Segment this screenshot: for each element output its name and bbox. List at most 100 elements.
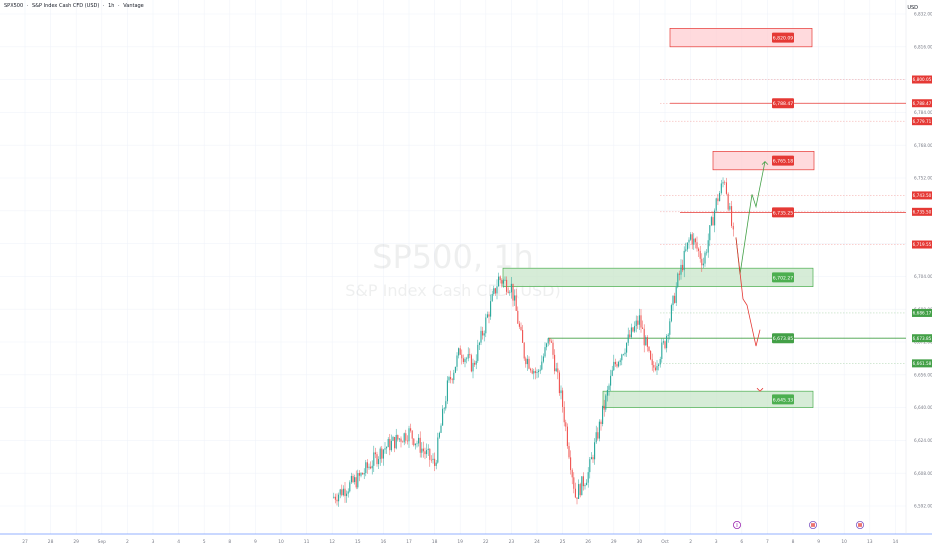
candle-body[interactable] [605,395,607,410]
candle-body[interactable] [610,375,612,386]
candle-body[interactable] [731,206,733,226]
candle-body[interactable] [648,346,650,352]
candle-body[interactable] [451,379,453,381]
candle-body[interactable] [634,326,636,332]
candle-body[interactable] [446,380,448,402]
candle-body[interactable] [574,488,576,498]
candle-body[interactable] [358,473,360,476]
candle-body[interactable] [403,433,405,443]
candle-body[interactable] [715,198,717,211]
candle-body[interactable] [397,434,399,440]
candle-body[interactable] [334,496,336,500]
candle-body[interactable] [664,341,666,349]
candle-body[interactable] [458,348,460,356]
candle-body[interactable] [669,321,671,335]
candle-body[interactable] [675,286,677,303]
candle-body[interactable] [427,448,429,451]
candle-body[interactable] [704,252,706,264]
candle-body[interactable] [530,368,532,371]
candle-body[interactable] [710,217,712,226]
candle-body[interactable] [382,449,384,459]
candle-body[interactable] [619,360,621,362]
candle-body[interactable] [517,310,519,324]
candle-body[interactable] [722,182,724,184]
candle-body[interactable] [531,370,533,374]
candle-body[interactable] [464,358,466,363]
candle-body[interactable] [638,315,640,325]
candle-body[interactable] [485,317,487,334]
candle-body[interactable] [360,472,362,476]
candle-body[interactable] [422,448,424,452]
candle-body[interactable] [729,206,731,210]
candle-body[interactable] [520,326,522,331]
candle-body[interactable] [406,440,408,442]
candle-body[interactable] [450,377,452,380]
candle-body[interactable] [515,295,517,311]
candle-body[interactable] [490,301,492,317]
candle-body[interactable] [589,459,591,473]
candle-body[interactable] [597,432,599,439]
candle-body[interactable] [534,371,536,373]
candle-body[interactable] [371,465,373,469]
candle-body[interactable] [725,182,727,194]
candle-body[interactable] [557,368,559,373]
candle-body[interactable] [690,234,692,240]
candle-body[interactable] [421,448,423,453]
candle-body[interactable] [376,454,378,465]
candle-body[interactable] [430,459,432,461]
candle-body[interactable] [338,494,340,502]
candle-body[interactable] [494,288,496,294]
candle-body[interactable] [342,488,344,496]
candle-body[interactable] [661,342,663,359]
candle-body[interactable] [459,348,461,355]
interval-label[interactable]: 1h [108,3,115,9]
candle-body[interactable] [622,354,624,355]
candle-body[interactable] [445,401,447,409]
candle-body[interactable] [616,364,618,367]
candle-body[interactable] [672,295,674,306]
candle-body[interactable] [466,358,468,360]
candle-body[interactable] [594,442,596,460]
candle-body[interactable] [680,264,682,275]
candle-body[interactable] [370,466,372,469]
candle-body[interactable] [563,406,565,423]
candle-body[interactable] [712,217,714,226]
candle-body[interactable] [613,361,615,371]
candle-body[interactable] [667,334,669,336]
candle-body[interactable] [453,372,455,381]
candle-body[interactable] [480,330,482,343]
candle-body[interactable] [496,286,498,294]
candle-body[interactable] [472,362,474,372]
candle-body[interactable] [354,477,356,483]
candle-body[interactable] [435,462,437,466]
candle-body[interactable] [333,496,335,498]
candle-body[interactable] [408,428,410,442]
candle-body[interactable] [659,358,661,365]
candle-body[interactable] [719,192,721,202]
candle-body[interactable] [720,183,722,193]
supply-zone[interactable] [712,151,815,171]
candle-body[interactable] [467,354,469,359]
candle-body[interactable] [523,342,525,359]
candle-body[interactable] [424,451,426,455]
candle-body[interactable] [418,437,420,444]
candle-body[interactable] [347,491,349,494]
candle-body[interactable] [590,457,592,460]
candle-body[interactable] [624,352,626,355]
candle-body[interactable] [357,473,359,488]
currency-label[interactable]: USD [907,5,918,11]
candle-body[interactable] [547,338,549,344]
candle-body[interactable] [682,264,684,271]
candle-body[interactable] [552,342,554,355]
candle-body[interactable] [462,358,464,363]
candle-body[interactable] [384,448,386,450]
candle-body[interactable] [566,426,568,447]
candle-body[interactable] [438,432,440,438]
candle-body[interactable] [456,355,458,367]
candle-body[interactable] [482,330,484,336]
candle-body[interactable] [434,458,436,466]
candle-body[interactable] [571,470,573,478]
candle-body[interactable] [646,337,648,347]
candle-body[interactable] [525,358,527,365]
